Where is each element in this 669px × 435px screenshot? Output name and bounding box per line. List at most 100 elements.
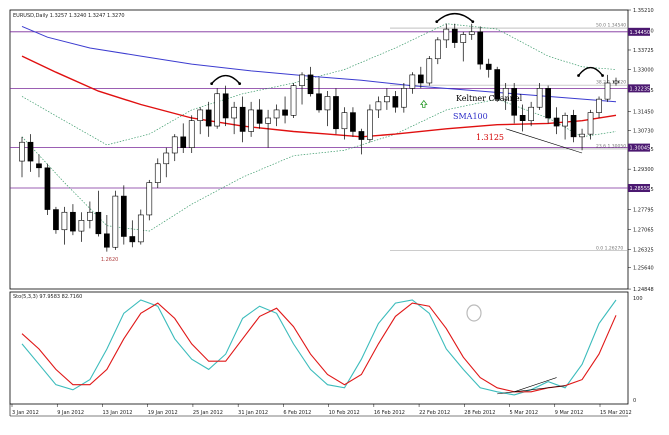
y-tick-label: 1.33725: [633, 48, 654, 54]
purple-level-tag-label: 1.28555: [630, 186, 651, 192]
purple-level-tag: [628, 184, 650, 193]
y-tick-label: 1.31450: [633, 109, 654, 115]
candle-body: [417, 74, 424, 84]
head-arc: [436, 12, 474, 23]
keltner-lower-band: [21, 98, 617, 232]
candle-body: [350, 112, 356, 132]
purple-level-tag: [628, 27, 650, 36]
left-shoulder-arc-dot: [210, 82, 214, 85]
candle-body: [129, 236, 136, 243]
candle-body: [146, 182, 153, 216]
y-tick-label: 1.35210: [633, 8, 654, 14]
candle-body: [460, 34, 467, 43]
stoch-highlight-circle: [466, 304, 482, 322]
candle-body: [324, 96, 331, 111]
candle-body: [27, 141, 34, 162]
candle-body: [19, 141, 25, 162]
y-tick-label: 1.29300: [633, 167, 654, 173]
candle-body: [519, 114, 526, 121]
candle-body: [188, 120, 195, 148]
right-shoulder-arc: [577, 66, 604, 76]
price-divergence-line: [505, 128, 583, 154]
right-shoulder-arc-dot: [577, 74, 580, 77]
x-tick-label: 25 Jan 2012: [193, 410, 223, 416]
y-tick-label: 1.25640: [633, 266, 654, 272]
y-tick-label: 1.33000: [633, 68, 654, 74]
candle-body: [214, 93, 221, 127]
x-tick-label: 15 Mar 2012: [600, 410, 632, 416]
stoch-k-line: [21, 299, 617, 396]
x-tick-label: 31 Jan 2012: [238, 410, 268, 416]
stoch-title: Sto(5,3,3) 97.9583 82.7160: [13, 294, 82, 300]
stoch-d-line: [21, 302, 617, 393]
candle-body: [231, 106, 237, 119]
candle-body: [248, 109, 254, 132]
x-tick-label: 19 Jan 2012: [148, 410, 178, 416]
fib-level-label: 0.0 1.26270: [596, 245, 623, 251]
candle-body: [299, 74, 305, 86]
chart-title: EURUSD,Daily 1.3257 1.3240 1.3247 1.3270: [13, 13, 125, 19]
candle-body: [528, 106, 534, 121]
candle-body: [596, 98, 602, 113]
x-tick-label: 9 Mar 2012: [555, 410, 584, 416]
candle-body: [511, 88, 518, 116]
fib-level-label: 23.6 1.30050: [596, 143, 626, 149]
candle-body: [205, 109, 212, 127]
candle-body: [53, 209, 59, 231]
up-arrow-icon: [420, 99, 428, 108]
candle-body: [197, 109, 204, 121]
candle-body: [78, 220, 85, 232]
x-tick-label: 9 Jan 2012: [57, 410, 84, 416]
candle-body: [333, 96, 339, 130]
stoch-y-tick-label: 100: [633, 296, 643, 302]
x-tick-label: 28 Feb 2012: [464, 410, 495, 416]
candle-body: [579, 133, 585, 138]
candle-body: [367, 109, 373, 140]
candle-body: [120, 195, 127, 237]
candle-body: [87, 211, 93, 221]
candle-body: [392, 96, 399, 108]
candle-body: [613, 80, 619, 84]
candle-body: [154, 163, 161, 183]
y-tick-label: 1.24848: [633, 287, 654, 293]
low-price-label: 1.2620: [101, 257, 119, 263]
candle-body: [180, 136, 187, 148]
candle-body: [104, 233, 110, 248]
purple-level-tag: [628, 143, 650, 152]
candle-body: [290, 85, 297, 116]
candle-body: [562, 114, 568, 127]
candle-body: [434, 39, 441, 60]
candle-body: [95, 211, 102, 235]
candle-body: [61, 211, 68, 231]
fib-level-label: 38.2 1.32420: [596, 80, 626, 86]
x-tick-label: 22 Feb 2012: [419, 410, 450, 416]
candle-body: [36, 163, 42, 169]
candle-body: [502, 88, 509, 100]
purple-level-tag: [628, 84, 650, 93]
stoch-y-tick-label: 0: [633, 398, 636, 404]
annotation-label: 1.3125: [476, 133, 504, 142]
candle-body: [307, 74, 314, 95]
candle-body: [570, 114, 577, 138]
candle-body: [163, 152, 170, 165]
x-tick-label: 3 Jan 2012: [12, 410, 39, 416]
candle-body: [587, 112, 594, 135]
candle-body: [112, 195, 119, 248]
candle-body: [222, 93, 229, 119]
candle-body: [536, 88, 543, 108]
candle-body: [316, 93, 322, 111]
purple-level-tag-label: 1.32235: [630, 86, 651, 92]
candle-body: [485, 63, 492, 70]
candle-body: [443, 28, 450, 41]
candle-body: [553, 117, 560, 127]
candle-body: [137, 214, 144, 243]
x-tick-label: 13 Jan 2012: [102, 410, 132, 416]
main-panel-frame: [9, 9, 629, 290]
candle-body: [426, 58, 433, 84]
candle-body: [604, 82, 611, 100]
annotation-label: SMA100: [453, 112, 488, 121]
candle-body: [401, 88, 407, 108]
y-tick-label: 1.27795: [633, 208, 654, 214]
stoch-panel-frame: [9, 291, 629, 405]
candle-body: [468, 31, 475, 35]
